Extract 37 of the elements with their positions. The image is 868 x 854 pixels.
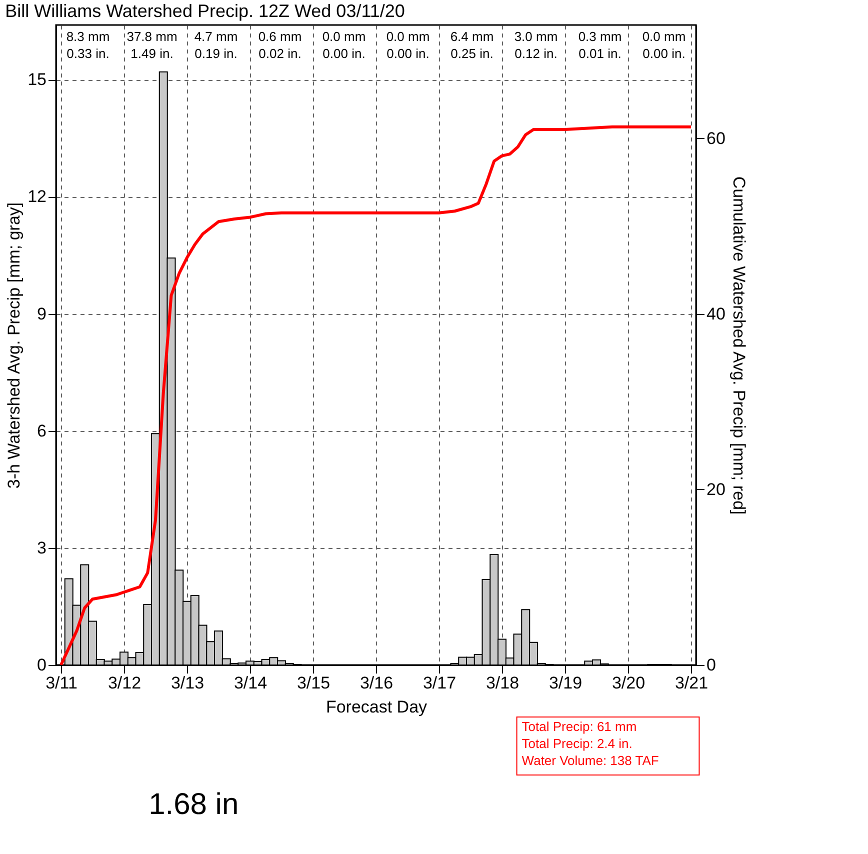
annotation: 0.0 mm 0.00 in. bbox=[322, 29, 366, 61]
y2-tick-label: 0 bbox=[706, 656, 716, 674]
y-tick-label: 15 bbox=[28, 70, 46, 90]
y-tick-label: 12 bbox=[28, 187, 46, 206]
annotation: 0.6 mm 0.02 in. bbox=[258, 29, 302, 61]
annotation: 0.3 mm 0.01 in. bbox=[578, 29, 622, 61]
y2-tick-label: 40 bbox=[706, 304, 726, 324]
text: Total Precip: 61 mm Total Precip: 2.4 in. Water Volume: 138 TAF bbox=[522, 719, 659, 768]
text: 1.68 in bbox=[148, 788, 239, 821]
x-tick-label: 3/13 bbox=[170, 674, 204, 692]
y-tick-label: 6 bbox=[37, 421, 46, 440]
x-tick-label: 3/16 bbox=[360, 674, 394, 692]
annotation: 0.0 mm 0.00 in. bbox=[386, 29, 430, 61]
annotation: 37.8 mm 1.49 in. bbox=[126, 29, 178, 61]
x-tick-label: 3/18 bbox=[486, 674, 520, 692]
x-tick-label: 3/14 bbox=[234, 674, 268, 692]
y-tick-label: 3 bbox=[37, 538, 46, 558]
x-tick-label: 3/19 bbox=[548, 674, 582, 692]
x-tick-label: 3/12 bbox=[108, 674, 142, 692]
y2-axis-title: Cumulative Watershed Avg. Precip [mm; red] bbox=[729, 176, 748, 515]
x-tick-label: 3/17 bbox=[422, 674, 456, 692]
y-tick-label: 9 bbox=[37, 304, 46, 324]
x-tick-label: 3/11 bbox=[46, 674, 78, 692]
annotation: 3.0 mm 0.12 in. bbox=[514, 29, 558, 61]
y2-tick-label: 20 bbox=[706, 480, 726, 499]
y-tick-label: 0 bbox=[37, 656, 46, 674]
y-axis-title: 3-h Watershed Avg. Precip [mm; gray] bbox=[4, 202, 24, 489]
x-tick-label: 3/15 bbox=[296, 674, 330, 692]
annotation: 8.3 mm 0.33 in. bbox=[66, 29, 110, 61]
y2-tick-label: 60 bbox=[706, 128, 726, 148]
annotation: 6.4 mm 0.25 in. bbox=[450, 29, 494, 61]
annotation: 4.7 mm 0.19 in. bbox=[194, 29, 238, 61]
chart-title: Bill Williams Watershed Precip. 12Z Wed 03/11/20 bbox=[5, 1, 405, 21]
annotation: 0.0 mm 0.00 in. bbox=[642, 29, 686, 61]
x-axis-title: Forecast Day bbox=[326, 698, 428, 716]
x-tick-label: 3/21 bbox=[674, 674, 708, 692]
x-tick-label: 3/20 bbox=[612, 674, 646, 692]
